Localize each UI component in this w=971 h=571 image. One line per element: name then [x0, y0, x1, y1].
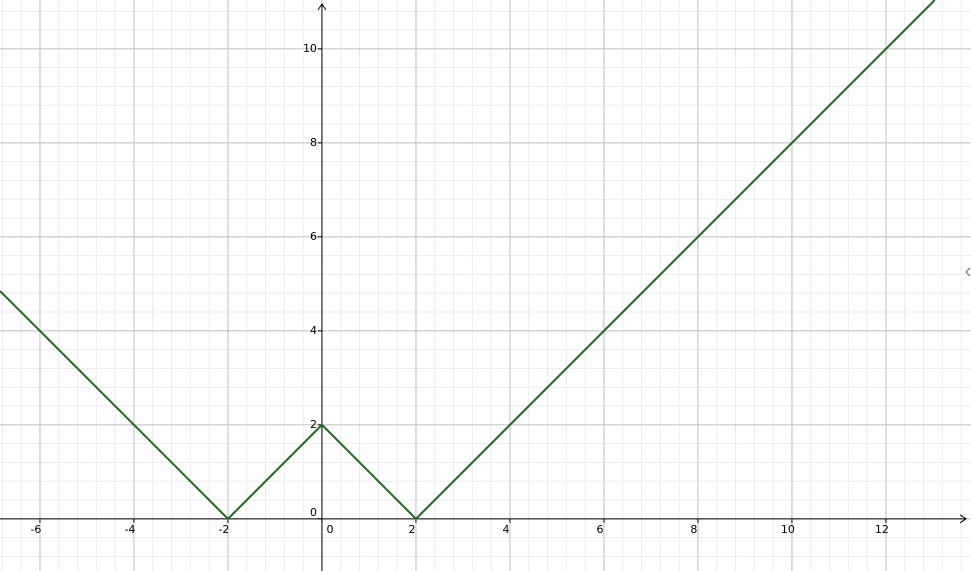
y-tick-label: 8 — [310, 136, 317, 149]
x-tick-label: 12 — [875, 523, 889, 536]
y-tick-label: 4 — [310, 324, 317, 337]
x-tick-label: 10 — [781, 523, 795, 536]
sidebar-toggle[interactable] — [965, 267, 971, 277]
plot — [0, 0, 936, 521]
x-tick-label: 8 — [690, 523, 697, 536]
x-tick-label: -4 — [124, 523, 135, 536]
x-tick-label: -6 — [30, 523, 41, 536]
y-tick-label: 0 — [310, 506, 317, 519]
y-tick-label: 6 — [310, 230, 317, 243]
function-graph — [0, 0, 936, 521]
x-axis-arrow — [959, 514, 967, 524]
x-tick-label: -2 — [218, 523, 229, 536]
y-axis-arrow — [317, 3, 327, 11]
x-tick-label: 6 — [596, 523, 603, 536]
y-tick-label: 2 — [310, 418, 317, 431]
axes: -6 -4 -2 0 2 4 6 8 10 12 0 2 4 6 8 10 — [0, 3, 967, 571]
x-tick-label: 0 — [326, 523, 333, 536]
x-tick-label: 2 — [408, 523, 415, 536]
x-tick-label: 4 — [502, 523, 509, 536]
y-tick-label: 10 — [303, 42, 317, 55]
